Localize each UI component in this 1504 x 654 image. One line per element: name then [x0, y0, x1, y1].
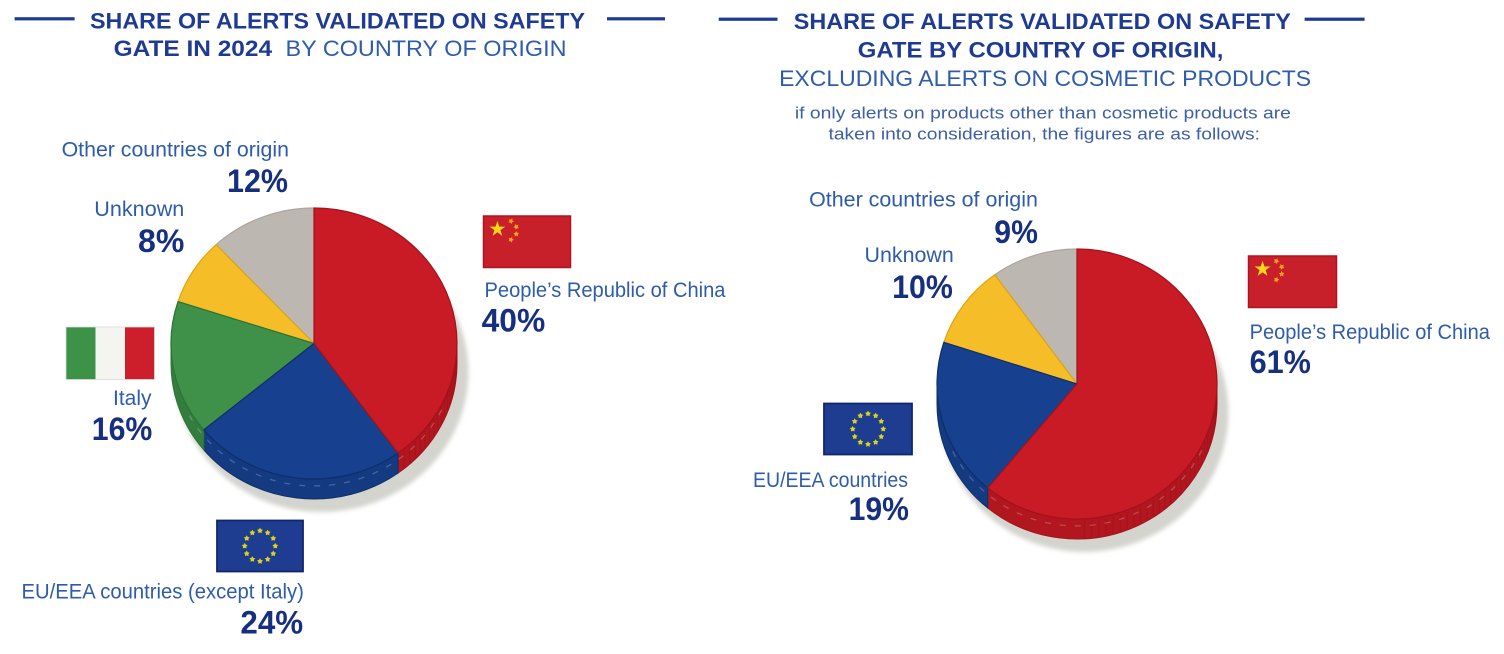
svg-text:40%: 40% — [482, 303, 546, 339]
svg-text:Italy: Italy — [113, 386, 152, 410]
svg-text:61%: 61% — [1250, 344, 1311, 380]
svg-text:24%: 24% — [240, 605, 303, 641]
svg-text:8%: 8% — [138, 223, 184, 259]
svg-text:Unknown: Unknown — [94, 197, 184, 221]
svg-text:9%: 9% — [994, 214, 1038, 250]
svg-text:EU/EEA countries (except Italy: EU/EEA countries (except Italy) — [22, 580, 304, 604]
svg-text:12%: 12% — [227, 163, 288, 199]
svg-text:GATE BY COUNTRY OF ORIGIN,: GATE BY COUNTRY OF ORIGIN, — [858, 37, 1224, 62]
svg-text:Other countries of origin: Other countries of origin — [809, 188, 1038, 212]
svg-text:GATE IN 2024: GATE IN 2024 — [114, 36, 273, 61]
svg-text:taken into consideration, the: taken into consideration, the figures ar… — [829, 125, 1261, 144]
svg-text:EU/EEA countries: EU/EEA countries — [753, 468, 908, 492]
svg-text:Other countries of origin: Other countries of origin — [62, 138, 289, 162]
svg-text:EXCLUDING ALERTS ON COSMETIC P: EXCLUDING ALERTS ON COSMETIC PRODUCTS — [779, 66, 1311, 91]
svg-text:if only alerts on products oth: if only alerts on products other than co… — [795, 103, 1291, 122]
svg-text:10%: 10% — [892, 269, 953, 305]
svg-text:SHARE OF ALERTS VALIDATED ON S: SHARE OF ALERTS VALIDATED ON SAFETY — [90, 9, 585, 34]
svg-text:16%: 16% — [92, 411, 153, 447]
svg-text:Unknown: Unknown — [865, 243, 954, 267]
svg-text:People’s Republic of China: People’s Republic of China — [485, 278, 726, 302]
svg-text:SHARE OF ALERTS VALIDATED ON S: SHARE OF ALERTS VALIDATED ON SAFETY — [794, 9, 1291, 34]
svg-text:People’s Republic of China: People’s Republic of China — [1250, 320, 1490, 344]
svg-text:19%: 19% — [849, 491, 909, 527]
svg-text:BY COUNTRY OF ORIGIN: BY COUNTRY OF ORIGIN — [286, 36, 567, 61]
